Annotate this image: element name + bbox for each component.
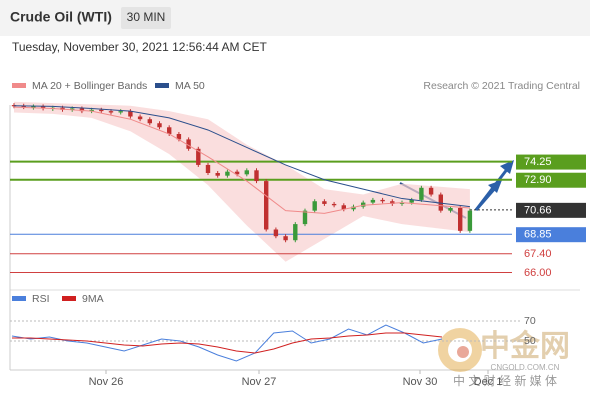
rsi-tick-label: 70 [524, 315, 536, 327]
candle [283, 236, 288, 241]
candle [302, 210, 308, 225]
candle [254, 170, 259, 182]
level-label: 66.00 [524, 267, 552, 279]
candle [157, 123, 162, 128]
subtitle: Tuesday, November 30, 2021 12:56:44 AM C… [12, 40, 267, 54]
legend-swatch [62, 296, 76, 301]
legend-swatch [12, 296, 26, 301]
candle [128, 111, 133, 117]
candle [370, 199, 376, 203]
x-tick-label: Nov 30 [403, 376, 438, 388]
candle [79, 108, 85, 112]
x-tick-label: Dec 1 [474, 376, 503, 388]
legend-label: MA 50 [175, 80, 205, 92]
level-box [516, 202, 586, 218]
level-label: 70.66 [524, 204, 552, 216]
candle [215, 173, 220, 176]
ma-line [13, 105, 470, 208]
level-label: 67.40 [524, 248, 552, 260]
candle [312, 201, 317, 211]
legend-label: RSI [32, 293, 50, 305]
candle [21, 105, 26, 108]
credit: Research © 2021 Trading Central [423, 80, 580, 92]
candle [137, 116, 143, 120]
candle [147, 119, 152, 124]
candle [458, 207, 463, 231]
legend-swatch [12, 83, 26, 88]
candle [89, 109, 94, 112]
candle [225, 171, 230, 176]
candle [70, 108, 75, 110]
candle [205, 164, 211, 173]
candle [390, 201, 395, 204]
header-bar [0, 0, 590, 36]
candle [380, 199, 385, 202]
rsi-tick-label: 50 [524, 335, 536, 347]
watermark [438, 328, 482, 372]
candle [176, 134, 182, 140]
candle [118, 111, 123, 113]
level-box [516, 154, 586, 170]
level-box [516, 227, 586, 243]
candle [448, 207, 453, 211]
candle [31, 106, 36, 108]
watermark-slogan: 中 文 财 经 新 媒 体 [453, 373, 557, 388]
candle [186, 139, 191, 149]
candle [244, 170, 249, 175]
candle [234, 171, 240, 175]
forecast-arrows [474, 160, 514, 211]
candle [351, 206, 356, 210]
x-tick-label: Nov 26 [89, 376, 124, 388]
chart-title: Crude Oil (WTI) [10, 9, 112, 25]
candle [341, 205, 346, 210]
watermark-logo: 中金网 [480, 329, 570, 363]
rsi-line [12, 332, 443, 354]
level-box [516, 172, 586, 188]
level-label: 68.85 [524, 229, 552, 241]
candle [99, 109, 104, 112]
candle [428, 187, 434, 195]
candle [438, 194, 443, 211]
level-label: 74.25 [524, 156, 552, 168]
legend-swatch [155, 83, 169, 88]
candle [409, 199, 414, 203]
candle [322, 201, 327, 204]
candle [293, 224, 298, 241]
candle [40, 106, 46, 109]
candle [11, 105, 17, 107]
legend-label: MA 20 + Bollinger Bands [32, 80, 147, 92]
rsi-line [11, 324, 443, 362]
candle [331, 203, 337, 206]
interval-badge [121, 7, 171, 29]
x-tick-label: Nov 27 [242, 376, 277, 388]
candle [467, 210, 473, 231]
candle [361, 202, 366, 207]
candle [108, 111, 114, 113]
candle [419, 187, 424, 200]
candle [167, 127, 172, 134]
level-label: 72.90 [524, 174, 552, 186]
legend-label: 9MA [82, 293, 104, 305]
candle [264, 181, 269, 230]
ma-line [13, 106, 470, 214]
candle [399, 202, 405, 204]
watermark-site: CNGOLD.COM.CN [491, 363, 560, 372]
interval: 30 MIN [127, 10, 166, 24]
bollinger-band [14, 101, 470, 262]
candle [196, 148, 201, 165]
candle [273, 229, 279, 237]
